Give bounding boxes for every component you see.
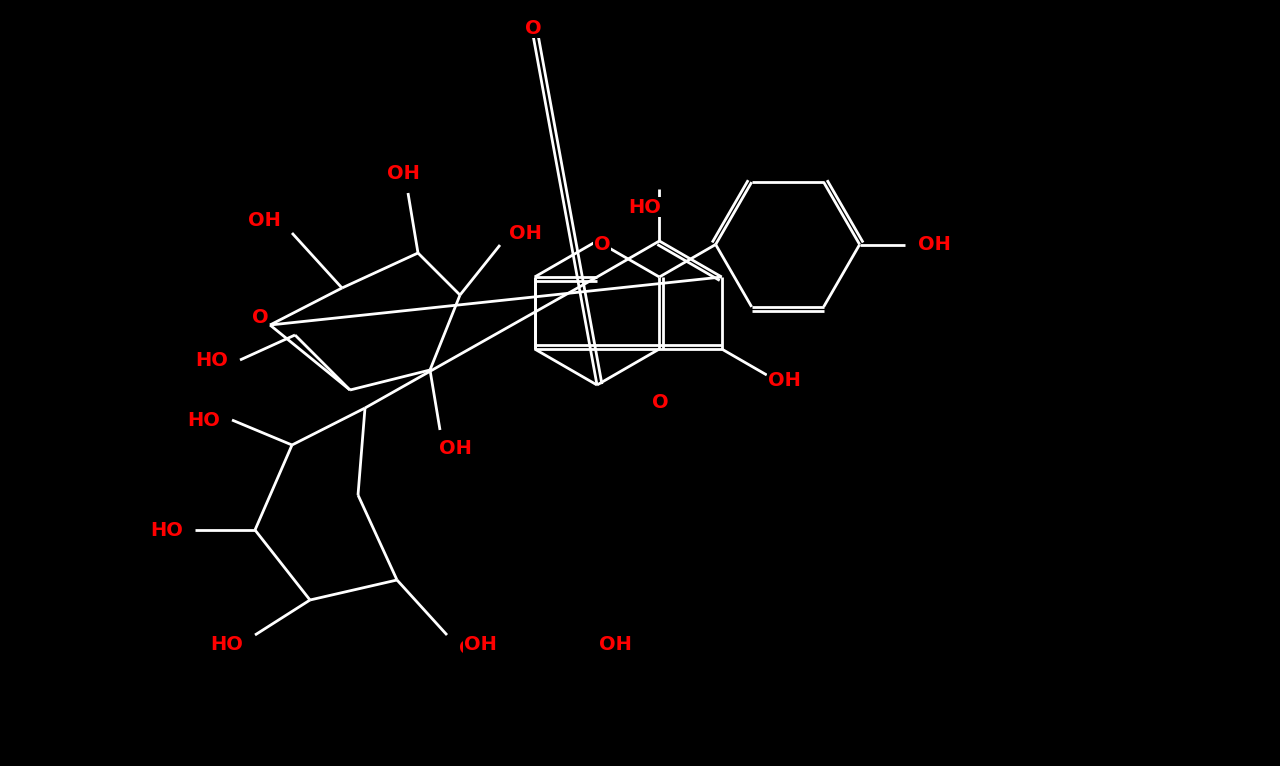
Text: HO: HO: [196, 351, 228, 369]
Text: OH: OH: [508, 224, 541, 243]
Text: HO: HO: [151, 521, 183, 539]
Text: HO: HO: [628, 198, 660, 217]
Text: O: O: [652, 392, 668, 411]
Text: OH: OH: [458, 639, 492, 657]
Text: O: O: [252, 307, 269, 326]
Text: OH: OH: [918, 235, 951, 254]
Text: HO: HO: [211, 636, 243, 654]
Text: OH: OH: [387, 163, 420, 182]
Text: OH: OH: [439, 438, 471, 457]
Text: OH: OH: [768, 371, 801, 389]
Text: OH: OH: [247, 211, 280, 230]
Text: O: O: [525, 18, 541, 38]
Text: HO: HO: [188, 411, 220, 430]
Text: OH: OH: [599, 636, 631, 654]
Text: OH: OH: [463, 636, 497, 654]
Text: O: O: [594, 234, 611, 254]
